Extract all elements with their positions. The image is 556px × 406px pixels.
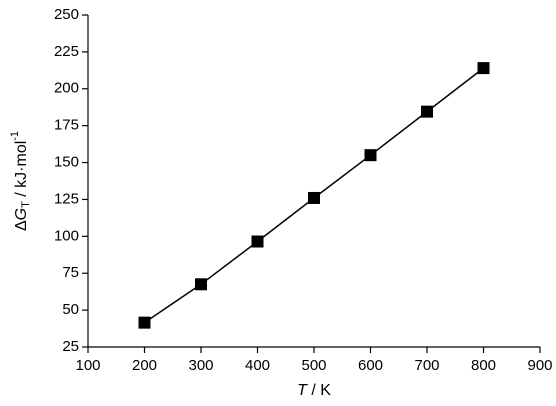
point [477,62,490,75]
x-tick-label: 600 [358,357,383,374]
point [364,149,377,162]
x-tick-label: 700 [414,357,439,374]
y-tick-label: 150 [54,154,79,171]
y-tick-label: 225 [54,43,79,60]
y-tick-label: 200 [54,80,79,97]
y-tick-label: 50 [62,301,79,318]
point [195,278,207,291]
y-tick-label: 75 [62,264,79,281]
x-tick-label: 500 [301,357,326,374]
point [308,191,320,204]
x-tick-label: 200 [132,357,157,374]
y-tick-label: 125 [54,190,79,207]
y-label-part: Δ [13,220,30,231]
x-axis-label: T / K [297,382,331,399]
point [251,235,264,248]
y-tick-label: 25 [62,338,79,355]
y-label-part: T [20,201,32,208]
y-tick-label: 175 [54,117,79,134]
x-tick-label: 400 [245,357,270,374]
x-tick-label: 100 [75,357,100,374]
y-tick-label: 100 [54,227,79,244]
x-label-part: / K [307,382,331,399]
point [138,316,151,329]
y-tick-label: 250 [54,6,79,23]
point [421,105,433,118]
y-label-part: -1 [9,131,21,141]
y-axis-label: ΔGT / kJ·mol-1 [9,131,32,231]
y-label-part: G [13,208,30,220]
y-label-part: / kJ·mol [13,141,30,201]
x-tick-label: 900 [527,357,552,374]
x-tick-label: 300 [188,357,213,374]
x-tick-label: 800 [471,357,496,374]
x-label-part: T [297,382,308,399]
